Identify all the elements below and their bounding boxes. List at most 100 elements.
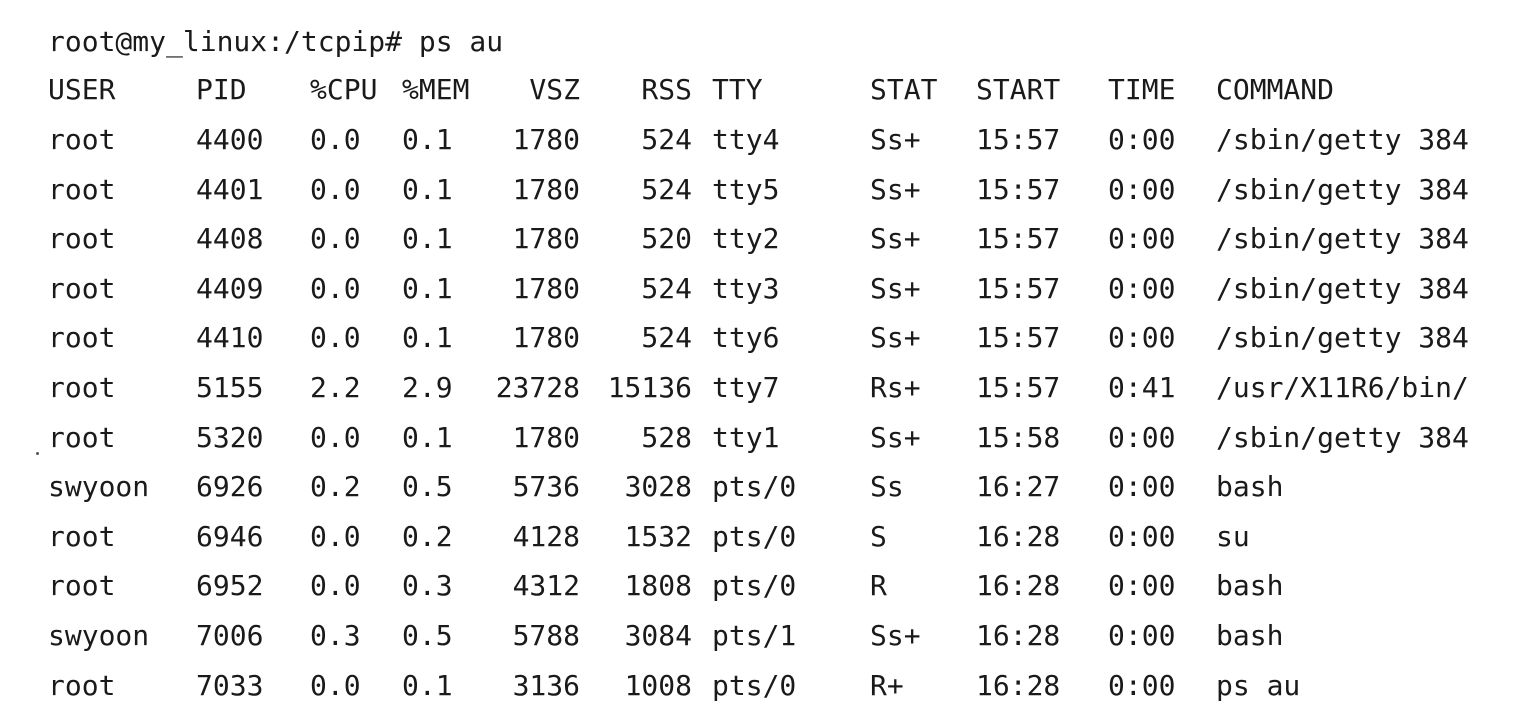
cell-tty: tty3 bbox=[712, 271, 780, 305]
scan-speck bbox=[36, 452, 39, 455]
header-stat: STAT bbox=[870, 73, 938, 106]
cell-tty: pts/0 bbox=[712, 470, 797, 504]
cell-tty: tty5 bbox=[712, 172, 780, 206]
cell-cpu: 0.0 bbox=[310, 668, 361, 702]
cell-user: root bbox=[48, 271, 116, 305]
cell-stat: R bbox=[870, 569, 887, 603]
cell-user: swyoon bbox=[48, 470, 150, 504]
cell-user: root bbox=[48, 420, 116, 454]
table-row: root 5320 0.0 0.1 1780 528 tty1 Ss+ 15:58 0:00/sb… bbox=[0, 416, 1535, 460]
cell-user: root bbox=[48, 371, 116, 404]
cell-start: 15:57 bbox=[976, 271, 1061, 305]
cell-stat: Ss+ bbox=[870, 123, 921, 156]
cell-rss: 524 bbox=[641, 321, 692, 355]
cell-cpu: 0.0 bbox=[310, 420, 361, 454]
cell-user: root bbox=[48, 222, 116, 256]
cell-stat: Ss+ bbox=[870, 271, 921, 305]
header-rss: RSS bbox=[641, 73, 692, 106]
header-start: START bbox=[976, 73, 1061, 106]
cell-mem: 2.9 bbox=[402, 371, 453, 404]
cell-rss: 1008 bbox=[624, 668, 692, 702]
cell-tty: pts/0 bbox=[712, 668, 797, 702]
table-row: swyoon 7006 0.3 0.5 5788 3084 pts/1 Ss+ 16:28 0:0… bbox=[0, 614, 1535, 658]
cell-vsz: 1780 bbox=[512, 321, 580, 355]
cell-time: 0:00 bbox=[1108, 222, 1176, 256]
cell-cpu: 0.0 bbox=[310, 569, 361, 603]
cell-user: root bbox=[48, 172, 116, 206]
cell-command: /sbin/getty 384 bbox=[1216, 123, 1469, 156]
cell-command: /sbin/getty 384 bbox=[1216, 420, 1469, 454]
cell-time: 0:00 bbox=[1108, 271, 1176, 305]
cell-start: 16:28 bbox=[976, 569, 1061, 603]
cell-pid: 6952 bbox=[196, 569, 264, 603]
cell-cpu: 0.0 bbox=[310, 271, 361, 305]
cell-mem: 0.5 bbox=[402, 619, 453, 652]
header-tty: TTY bbox=[712, 73, 763, 106]
cell-cpu: 0.0 bbox=[310, 519, 361, 553]
cell-mem: 0.1 bbox=[402, 222, 453, 256]
cell-cpu: 0.0 bbox=[310, 222, 361, 256]
cell-command: /sbin/getty 384 bbox=[1216, 222, 1469, 256]
cell-pid: 4401 bbox=[196, 172, 264, 206]
cell-start: 15:57 bbox=[976, 222, 1061, 256]
table-header: USER PID %CPU %MEM VSZ RSS TTY STAT STAR… bbox=[0, 68, 1535, 112]
cell-user: root bbox=[48, 668, 116, 702]
cell-mem: 0.1 bbox=[402, 123, 453, 156]
cell-time: 0:00 bbox=[1108, 619, 1176, 652]
cell-time: 0:00 bbox=[1108, 569, 1176, 603]
cell-mem: 0.1 bbox=[402, 321, 453, 355]
cell-vsz: 4312 bbox=[512, 569, 580, 603]
header-pid: PID bbox=[196, 73, 247, 106]
cell-cpu: 0.2 bbox=[310, 470, 361, 504]
cell-mem: 0.1 bbox=[402, 420, 453, 454]
cell-pid: 7033 bbox=[196, 668, 264, 702]
cell-time: 0:00 bbox=[1108, 123, 1176, 156]
cell-user: root bbox=[48, 123, 116, 156]
cell-stat: Ss+ bbox=[870, 321, 921, 355]
cell-time: 0:00 bbox=[1108, 420, 1176, 454]
cell-stat: Ss+ bbox=[870, 420, 921, 454]
cell-stat: Ss bbox=[870, 470, 904, 504]
cell-vsz: 1780 bbox=[512, 123, 580, 156]
cell-start: 16:28 bbox=[976, 619, 1061, 652]
cell-stat: Ss+ bbox=[870, 172, 921, 206]
cell-cpu: 0.0 bbox=[310, 123, 361, 156]
cell-rss: 1808 bbox=[624, 569, 692, 603]
cell-command: su bbox=[1216, 519, 1250, 553]
table-row: root 4400 0.0 0.1 1780 524 tty4 Ss+ 15:57 0:00/sb… bbox=[0, 118, 1535, 162]
table-row: root 4401 0.0 0.1 1780 524 tty5 Ss+ 15:57 0:00/sb… bbox=[0, 168, 1535, 212]
cell-vsz: 1780 bbox=[512, 222, 580, 256]
cell-mem: 0.1 bbox=[402, 668, 453, 702]
header-command: COMMAND bbox=[1216, 73, 1335, 106]
cell-time: 0:00 bbox=[1108, 321, 1176, 355]
cell-tty: pts/0 bbox=[712, 569, 797, 603]
cell-pid: 4408 bbox=[196, 222, 264, 256]
header-mem: %MEM bbox=[402, 73, 470, 106]
cell-mem: 0.1 bbox=[402, 172, 453, 206]
cell-user: root bbox=[48, 321, 116, 355]
cell-tty: tty6 bbox=[712, 321, 780, 355]
cell-vsz: 1780 bbox=[512, 172, 580, 206]
cell-stat: Ss+ bbox=[870, 619, 921, 652]
cell-tty: tty1 bbox=[712, 420, 780, 454]
cell-time: 0:00 bbox=[1108, 470, 1176, 504]
cell-rss: 524 bbox=[641, 172, 692, 206]
cell-vsz: 3136 bbox=[512, 668, 580, 702]
command-prompt-line: root@my_linux:/tcpip# ps au bbox=[48, 25, 504, 58]
cell-pid: 7006 bbox=[196, 619, 264, 652]
cell-stat: S bbox=[870, 519, 887, 553]
cell-cpu: 2.2 bbox=[310, 371, 361, 404]
cell-user: root bbox=[48, 519, 116, 553]
cell-start: 16:28 bbox=[976, 519, 1061, 553]
cell-tty: tty7 bbox=[712, 371, 780, 404]
header-time: TIME bbox=[1108, 73, 1176, 106]
cell-rss: 520 bbox=[641, 222, 692, 256]
cell-command: bash bbox=[1216, 569, 1284, 603]
cell-command: /sbin/getty 384 bbox=[1216, 321, 1469, 355]
cell-rss: 1532 bbox=[624, 519, 692, 553]
cell-command: /usr/X11R6/bin/ bbox=[1216, 371, 1469, 404]
table-row: root 6946 0.0 0.2 4128 1532 pts/0 S 16:28 0:00 su bbox=[0, 515, 1535, 559]
cell-cpu: 0.0 bbox=[310, 172, 361, 206]
cell-rss: 524 bbox=[641, 123, 692, 156]
